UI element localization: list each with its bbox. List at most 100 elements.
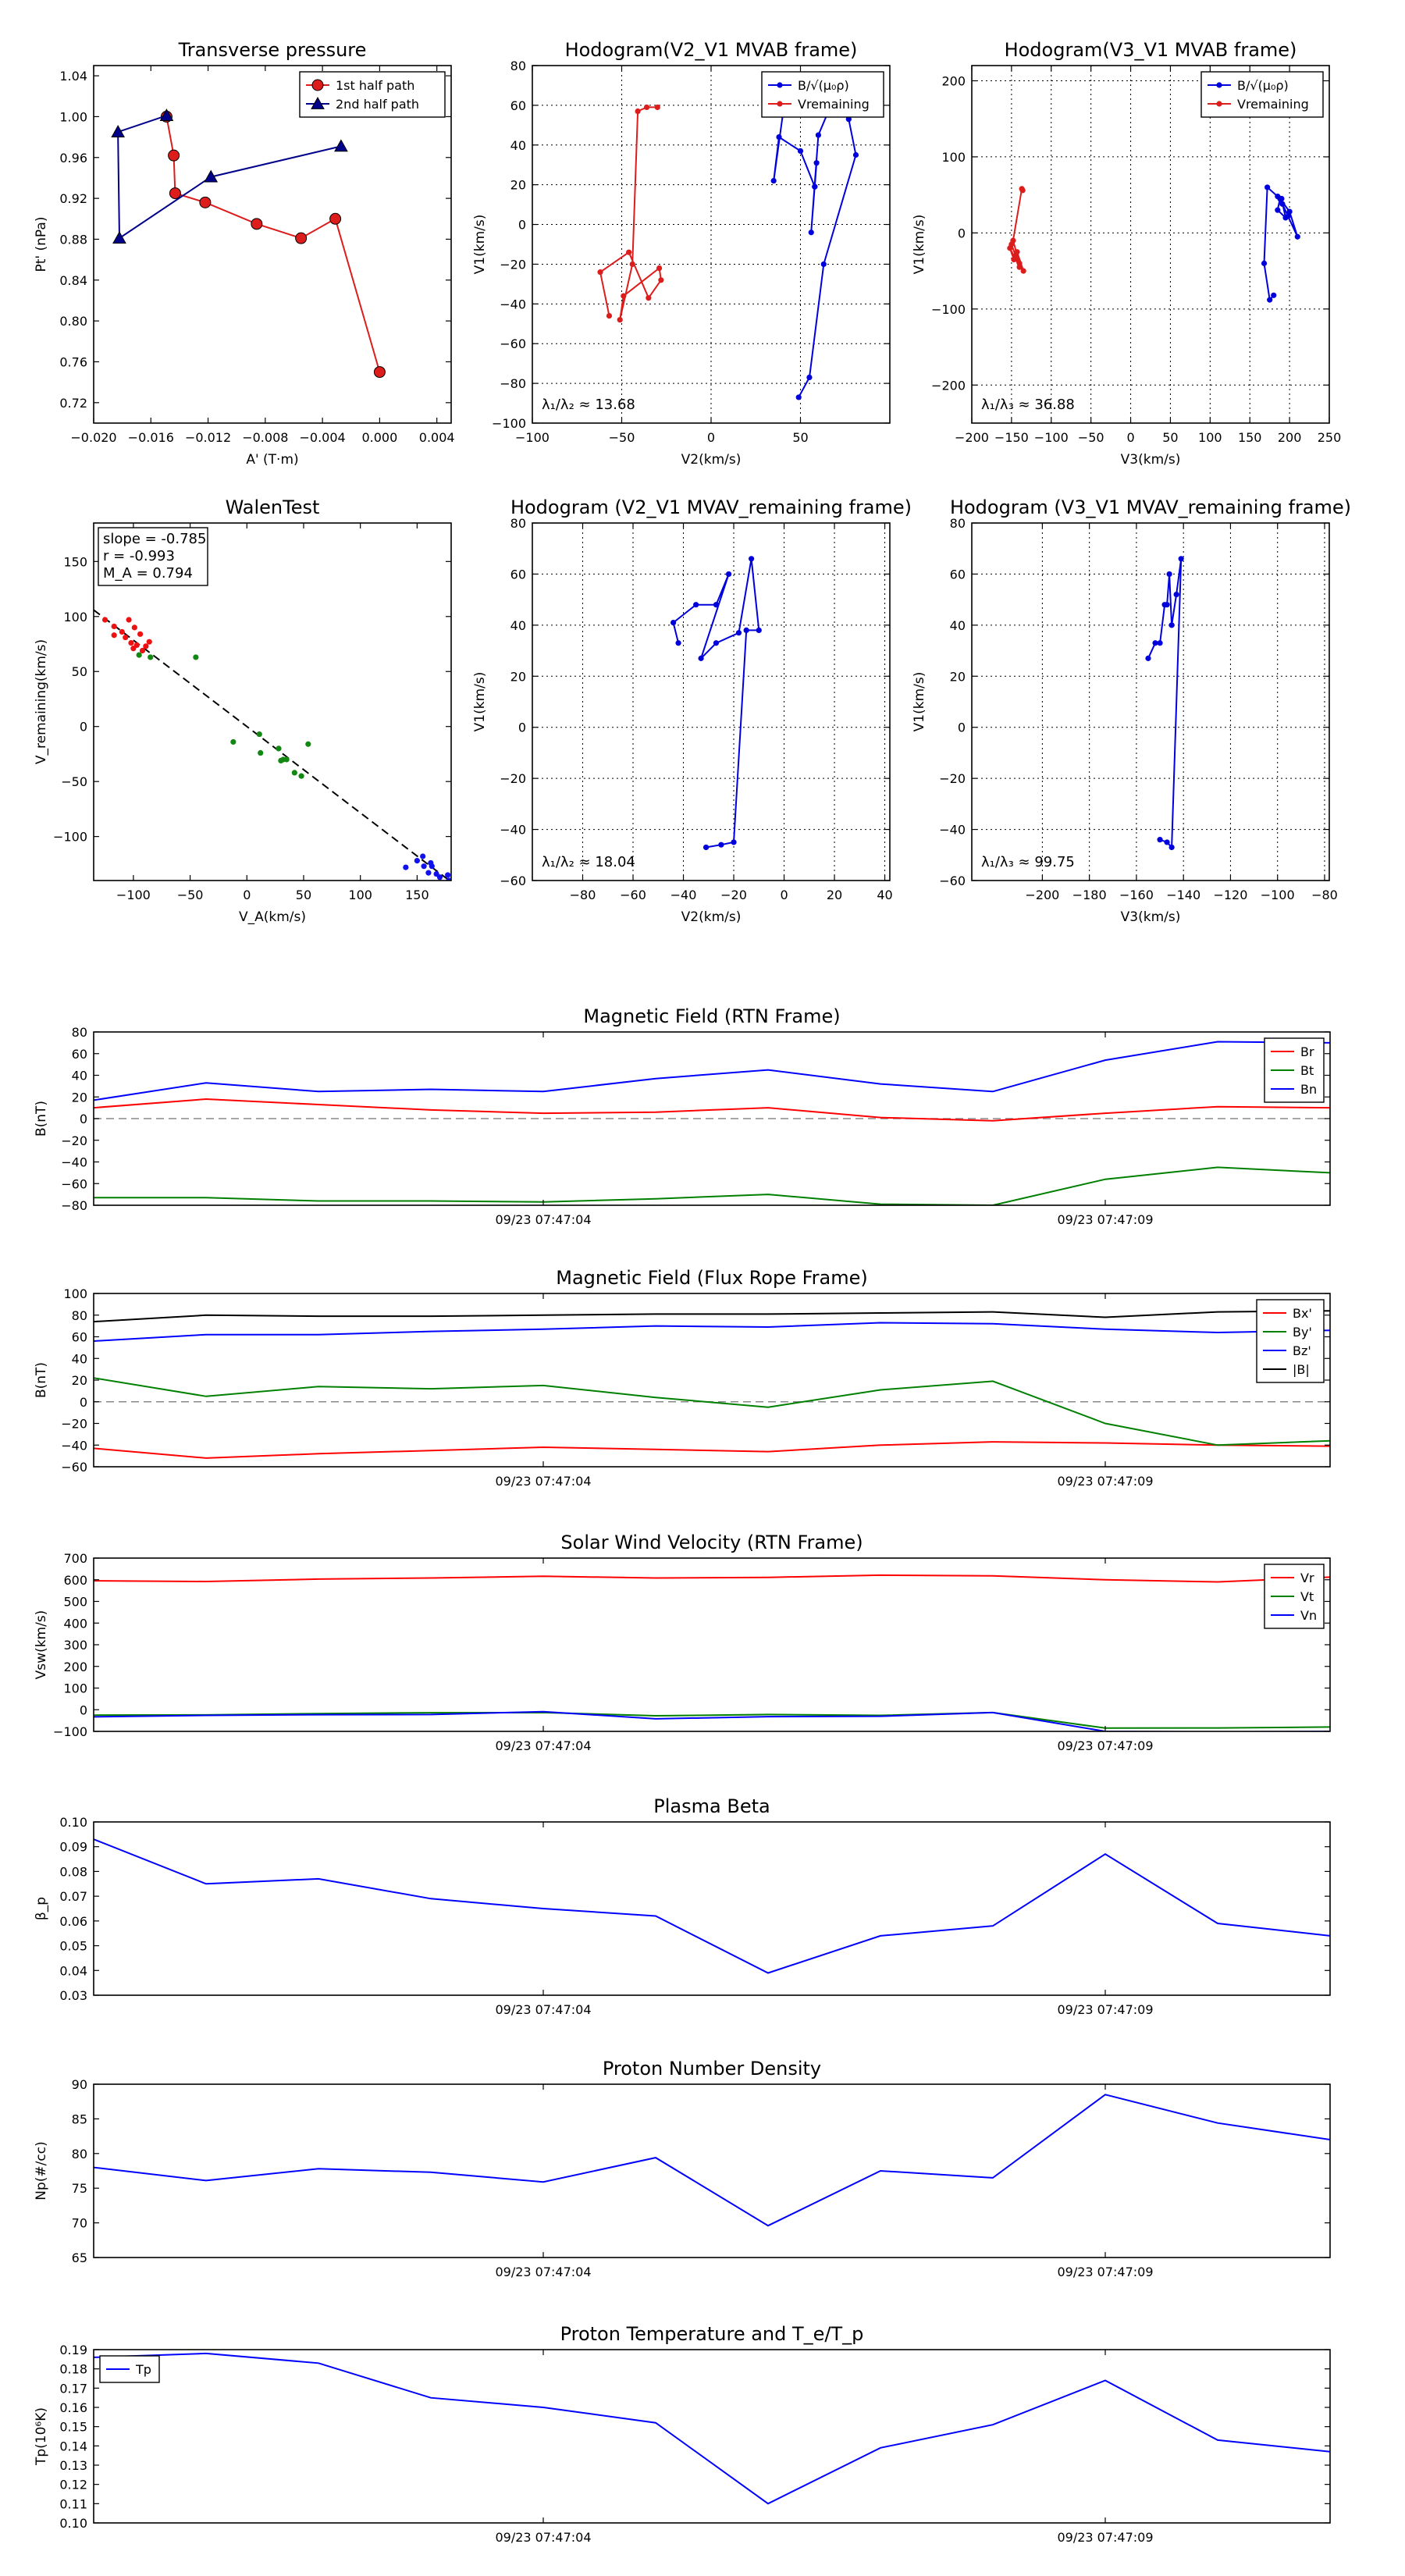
y-axis-label: V1(km/s) <box>912 672 927 732</box>
x-tick-label: 09/23 07:47:09 <box>1057 2530 1153 2545</box>
y-tick-label: 0 <box>518 218 526 233</box>
data-point <box>101 617 108 623</box>
legend-label: Bt <box>1300 1063 1314 1078</box>
y-tick-label: −60 <box>61 1176 87 1191</box>
series-1 <box>770 98 859 400</box>
data-point <box>414 858 420 864</box>
data-point <box>256 731 262 738</box>
data-point <box>291 770 297 776</box>
data-point <box>168 149 180 162</box>
data-point <box>654 104 660 111</box>
y-tick-label: 60 <box>72 1047 87 1062</box>
x-tick-label: −50 <box>609 430 635 445</box>
x-tick-label: 250 <box>1318 430 1342 445</box>
data-point <box>731 839 737 845</box>
data-point <box>421 863 427 870</box>
x-tick-label: −200 <box>1025 888 1059 902</box>
y-tick-label: −60 <box>500 336 526 351</box>
series-1 <box>1261 184 1300 303</box>
data-point <box>1168 622 1175 628</box>
data-point <box>119 628 125 635</box>
chart-p4: WalenTest −100 −50 0 50 100 150 −100 −50 0 50 100 15… <box>34 496 452 925</box>
plot-frame <box>532 522 891 881</box>
y-tick-label: 0.04 <box>59 1963 87 1978</box>
legend: Vr Vt Vn <box>1264 1564 1325 1629</box>
y-tick-label: 0 <box>80 720 87 735</box>
series-line <box>94 1838 1330 1974</box>
data-point <box>1157 837 1163 843</box>
y-tick-label: 20 <box>510 669 526 684</box>
data-point <box>199 196 212 208</box>
data-point <box>852 151 859 158</box>
data-point <box>193 654 199 660</box>
legend-label: B/√(μ₀ρ) <box>798 78 849 93</box>
data-point <box>693 602 699 608</box>
x-tick-label: 150 <box>1238 430 1262 445</box>
legend-label: Bn <box>1300 1082 1317 1097</box>
plot-frame <box>971 65 1330 424</box>
y-tick-label: 80 <box>510 59 526 73</box>
y-tick-label: −40 <box>500 823 526 838</box>
plot-frame <box>93 1821 1331 1996</box>
legend-marker <box>311 79 324 91</box>
data-point <box>756 627 762 634</box>
legend: Tp <box>99 2355 160 2383</box>
data-point <box>698 655 704 661</box>
y-tick-label: 1.04 <box>59 69 87 84</box>
y-tick-label: 50 <box>72 664 87 679</box>
x-tick-label: 50 <box>1162 430 1178 445</box>
data-point <box>1168 844 1175 851</box>
series-line <box>94 1322 1330 1342</box>
data-point <box>446 877 451 881</box>
y-tick-label: 85 <box>72 2112 87 2126</box>
y-tick-label: 0.14 <box>59 2439 87 2453</box>
data-point <box>251 218 263 230</box>
data-point <box>143 643 149 649</box>
data-point <box>1152 640 1158 646</box>
series-1 <box>94 1574 1330 1583</box>
y-tick-label: 0.16 <box>59 2400 87 2415</box>
y-tick-label: 0.19 <box>59 2343 87 2357</box>
x-tick-label: 09/23 07:47:09 <box>1057 1212 1153 1227</box>
legend-label: 1st half path <box>336 78 414 93</box>
y-axis-label: β_p <box>34 1897 49 1920</box>
y-axis-label: V1(km/s) <box>472 215 488 275</box>
y-axis-label: V1(km/s) <box>472 672 488 732</box>
chart-title: Hodogram(V3_V1 MVAB frame) <box>1005 39 1297 61</box>
data-point <box>813 160 820 166</box>
data-point <box>718 841 724 848</box>
data-point <box>713 602 720 608</box>
x-tick-label: 09/23 07:47:09 <box>1057 1738 1153 1753</box>
stats-line: r = -0.993 <box>103 548 175 564</box>
x-tick-label: 0 <box>1126 430 1134 445</box>
plot-frame <box>971 522 1330 881</box>
data-point <box>123 634 129 641</box>
data-point <box>1157 640 1163 646</box>
y-tick-label: 70 <box>72 2216 87 2231</box>
x-tick-label: 0 <box>243 888 251 902</box>
x-tick-label: 0.000 <box>361 430 397 445</box>
x-tick-label: −100 <box>515 430 550 445</box>
data-point <box>735 630 742 636</box>
data-point <box>1279 195 1285 202</box>
data-point <box>1164 839 1170 845</box>
data-point <box>1294 233 1300 240</box>
y-tick-label: 300 <box>63 1638 87 1653</box>
series-2 <box>1007 186 1026 274</box>
series-2 <box>94 1711 1330 1729</box>
chart-p9: Solar Wind Velocity (RTN Frame) 09/23 07:… <box>34 1532 1331 1753</box>
x-tick-label: 100 <box>1198 430 1222 445</box>
x-tick-label: −100 <box>1034 430 1069 445</box>
plot-frame <box>93 2349 1331 2524</box>
data-point <box>643 104 650 111</box>
y-tick-label: 200 <box>63 1660 87 1674</box>
x-tick-label: −0.020 <box>70 430 116 445</box>
data-point <box>1020 268 1026 274</box>
y-tick-label: −100 <box>53 1724 87 1739</box>
y-tick-label: 0.84 <box>59 273 87 288</box>
legend-label: Tp <box>135 2362 151 2377</box>
x-tick-label: 150 <box>405 888 429 902</box>
y-axis-label: B(nT) <box>34 1101 49 1137</box>
y-tick-label: 0.08 <box>59 1864 87 1879</box>
x-tick-label: −200 <box>955 430 989 445</box>
